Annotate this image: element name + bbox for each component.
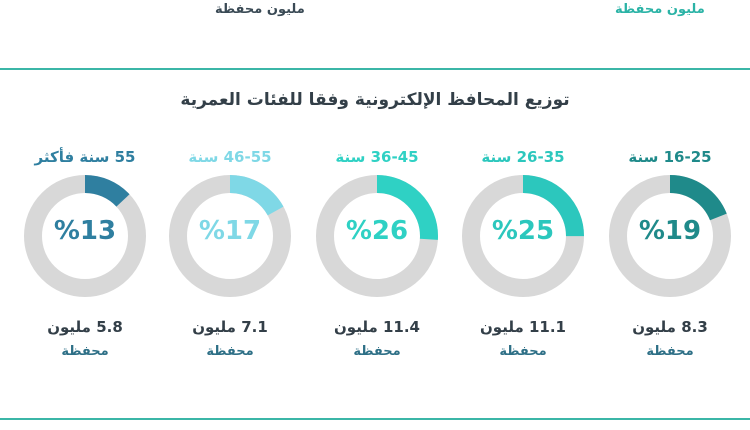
donut-slice <box>609 175 731 297</box>
donut-slice <box>169 175 291 297</box>
percentage-label: %19 <box>638 216 702 246</box>
percentage-label: %26 <box>345 216 409 246</box>
percentage-label: %13 <box>53 216 117 246</box>
unit-label: محفظة <box>646 344 694 359</box>
donut-slice <box>462 175 584 297</box>
percentage-label: %17 <box>198 216 262 246</box>
divider-bottom <box>0 418 750 420</box>
category-label: 55 سنة فأكثر <box>34 148 136 166</box>
unit-label: محفظة <box>206 344 254 359</box>
donut-chart <box>462 175 584 297</box>
age-group-column: 16-25 سنة %19 8.3 مليون محفظة <box>605 148 735 378</box>
donut-chart <box>316 175 438 297</box>
donut-slice <box>24 175 146 297</box>
category-label: 16-25 سنة <box>628 148 712 166</box>
divider-top <box>0 68 750 70</box>
age-group-column: 26-35 سنة %25 11.1 مليون محفظة <box>458 148 588 378</box>
count-label: 11.4 مليون <box>334 318 420 336</box>
unit-label: محفظة <box>353 344 401 359</box>
age-group-column: 36-45 سنة %26 11.4 مليون محفظة <box>312 148 442 378</box>
top-unit-label-right: مليون محفظة <box>615 2 705 17</box>
count-label: 7.1 مليون <box>192 318 268 336</box>
unit-label: محفظة <box>61 344 109 359</box>
donut-chart <box>169 175 291 297</box>
count-label: 5.8 مليون <box>47 318 123 336</box>
chart-title: توزيع المحافظ الإلكترونية وفقا للفئات ال… <box>180 90 570 110</box>
top-unit-label-left: مليون محفظة <box>215 2 305 17</box>
age-group-column: 46-55 سنة %17 7.1 مليون محفظة <box>165 148 295 378</box>
unit-label: محفظة <box>499 344 547 359</box>
count-label: 11.1 مليون <box>480 318 566 336</box>
category-label: 26-35 سنة <box>481 148 565 166</box>
count-label: 8.3 مليون <box>632 318 708 336</box>
donut-chart <box>609 175 731 297</box>
category-label: 46-55 سنة <box>188 148 272 166</box>
percentage-label: %25 <box>491 216 555 246</box>
category-label: 36-45 سنة <box>335 148 419 166</box>
donut-chart <box>24 175 146 297</box>
age-group-column: 55 سنة فأكثر %13 5.8 مليون محفظة <box>20 148 150 378</box>
donut-slice <box>316 175 438 297</box>
